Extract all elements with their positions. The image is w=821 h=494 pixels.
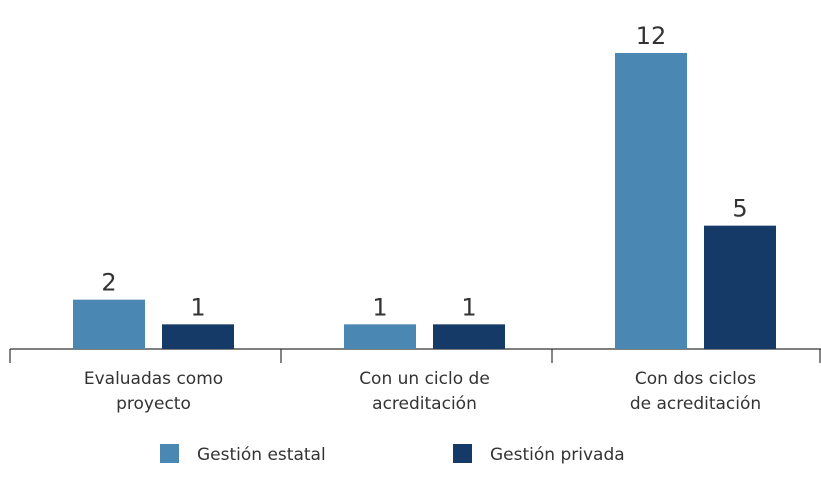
bar	[704, 225, 776, 349]
value-label: 5	[732, 195, 747, 223]
bar	[162, 324, 234, 349]
value-label: 2	[101, 269, 116, 297]
bar	[344, 324, 416, 349]
legend-label: Gestión privada	[490, 445, 625, 465]
legend-swatch	[160, 444, 179, 463]
bar	[615, 53, 687, 349]
bar	[433, 324, 505, 349]
x-tick-label: Evaluadas como proyecto	[83, 369, 224, 414]
value-label: 1	[372, 293, 387, 321]
value-label: 1	[190, 293, 205, 321]
x-tick-label: Con un ciclo de acreditación	[359, 369, 490, 414]
value-label: 12	[636, 22, 667, 50]
x-tick-label: Con dos ciclos de acreditación	[629, 369, 762, 414]
legend-swatch	[453, 444, 472, 463]
legend-label: Gestión estatal	[197, 445, 326, 465]
bar	[73, 299, 145, 349]
value-label: 1	[461, 293, 476, 321]
